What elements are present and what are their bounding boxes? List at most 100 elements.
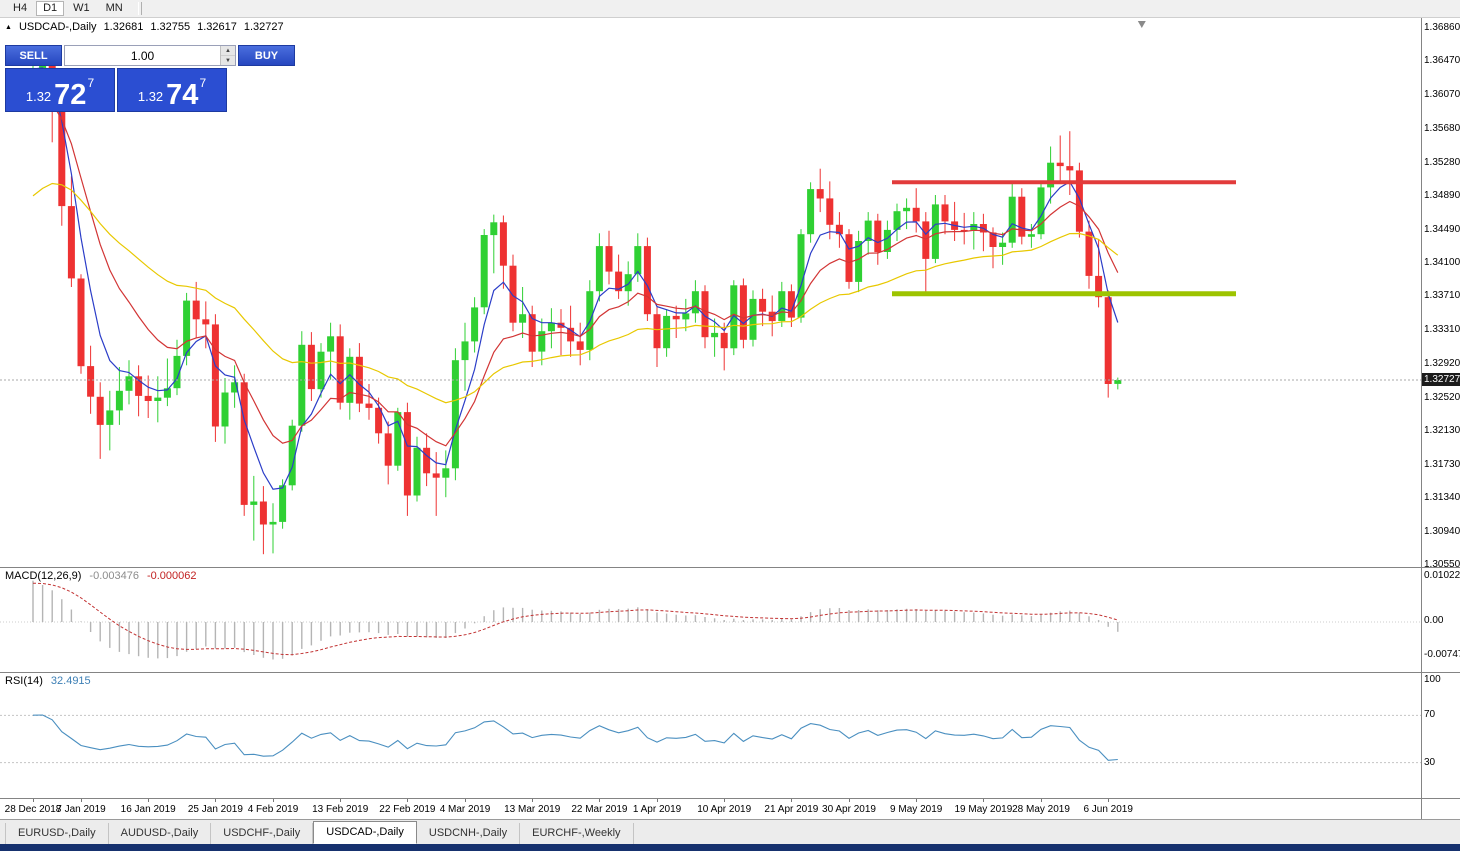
volume-input[interactable] <box>65 46 220 65</box>
tab-eurusd-daily[interactable]: EURUSD-,Daily <box>5 823 109 844</box>
macd-indicator-pane[interactable]: MACD(12,26,9) -0.003476 -0.000062 <box>0 568 1421 673</box>
axis-label: 1.33310 <box>1424 324 1460 336</box>
axis-label: 1.36070 <box>1424 89 1460 101</box>
time-axis-label: 13 Feb 2019 <box>312 804 369 815</box>
time-axis-tick <box>407 799 409 802</box>
axis-label: 1.36860 <box>1424 22 1460 34</box>
volume-decrease-button[interactable]: ▼ <box>221 56 235 65</box>
axis-label: 1.30940 <box>1424 526 1460 538</box>
timeframe-mn-button[interactable]: MN <box>99 1 130 16</box>
time-axis-tick <box>215 799 217 802</box>
axis-label: 30 <box>1424 757 1436 768</box>
tab-usdchf-daily[interactable]: USDCHF-,Daily <box>211 823 314 844</box>
time-axis-tick <box>724 799 726 802</box>
time-axis-tick <box>791 799 793 802</box>
axis-label: 1.32520 <box>1424 391 1460 403</box>
macd-header: MACD(12,26,9) -0.003476 -0.000062 <box>5 570 197 582</box>
timeframe-h4-button[interactable]: H4 <box>6 1 34 16</box>
time-axis-tick <box>849 799 850 802</box>
time-axis-tick <box>273 799 274 802</box>
tab-usdcad-daily[interactable]: USDCAD-,Daily <box>313 821 417 844</box>
time-axis-label: 28 May 2019 <box>1012 804 1070 815</box>
axis-label: 100 <box>1424 674 1441 685</box>
chart-title: ▲ USDCAD-,Daily 1.32681 1.32755 1.32617 … <box>5 21 284 33</box>
axis-label: 1.30550 <box>1424 559 1460 571</box>
time-axis-tick <box>33 799 34 802</box>
macd-axis[interactable]: 0.010229 0.00 -0.00747 <box>1422 568 1460 673</box>
time-axis-label: 25 Jan 2019 <box>187 804 243 815</box>
rsi-header: RSI(14) 32.4915 <box>5 675 91 687</box>
buy-price-tile[interactable]: 1.32 74 7 <box>117 68 227 112</box>
macd-signal-value: -0.000062 <box>146 570 197 582</box>
ohlc-low: 1.32617 <box>197 21 237 33</box>
price-chart-canvas[interactable] <box>0 18 1421 567</box>
sell-price-pips: 72 <box>54 79 87 112</box>
axis-label: 1.31340 <box>1424 492 1460 504</box>
rsi-value: 32.4915 <box>50 675 91 687</box>
time-axis-label: 21 Apr 2019 <box>764 804 819 815</box>
axis-label: 1.32920 <box>1424 357 1460 369</box>
time-axis-tick <box>1041 799 1042 802</box>
time-axis-label: 9 May 2019 <box>890 804 943 815</box>
timeframe-d1-button[interactable]: D1 <box>36 1 65 16</box>
axis-label: 1.35280 <box>1424 156 1460 168</box>
time-axis-label: 1 Apr 2019 <box>632 804 682 815</box>
rsi-canvas[interactable] <box>0 673 1421 798</box>
rsi-indicator-pane[interactable]: RSI(14) 32.4915 <box>0 673 1421 799</box>
axis-label: 1.32130 <box>1424 424 1460 436</box>
macd-main-value: -0.003476 <box>89 570 139 582</box>
time-axis-tick <box>916 799 918 802</box>
ohlc-close: 1.32727 <box>243 21 284 33</box>
volume-spinner: ▲ ▼ <box>220 46 235 65</box>
macd-canvas[interactable] <box>0 568 1421 672</box>
axis-label: 1.34490 <box>1424 223 1460 235</box>
axis-label: 1.36470 <box>1424 55 1460 67</box>
price-axis-main[interactable]: 1.32727 1.36860 1.36470 1.36070 1.35680 1.35… <box>1422 18 1460 571</box>
time-axis-label: 30 Apr 2019 <box>822 804 876 815</box>
time-axis-tick <box>657 799 658 802</box>
axis-label: -0.00747 <box>1424 649 1460 660</box>
time-axis-tick <box>532 799 534 802</box>
time-axis-label: 22 Mar 2019 <box>571 804 628 815</box>
axis-label: 0.00 <box>1424 615 1444 626</box>
time-axis-label: 4 Mar 2019 <box>439 804 491 815</box>
timeframe-w1-button[interactable]: W1 <box>66 1 97 16</box>
rsi-axis[interactable]: 100 70 30 <box>1422 673 1460 799</box>
time-axis-label: 28 Dec 2018 <box>4 804 62 815</box>
ohlc-high: 1.32755 <box>150 21 191 33</box>
toolbar-separator <box>137 2 142 15</box>
price-axis[interactable]: 1.32727 1.36860 1.36470 1.36070 1.35680 1.35… <box>1421 18 1460 819</box>
axis-label: 1.35680 <box>1424 122 1460 134</box>
time-axis-label: 7 Jan 2019 <box>56 804 106 815</box>
chart-tab-bar: EURUSD-,Daily AUDUSD-,Daily USDCHF-,Dail… <box>0 819 1460 844</box>
price-chart-pane[interactable]: ▲ USDCAD-,Daily 1.32681 1.32755 1.32617 … <box>0 18 1421 568</box>
axis-label: 1.34890 <box>1424 189 1460 201</box>
time-axis-label: 19 May 2019 <box>954 804 1013 815</box>
axis-label: 70 <box>1424 709 1436 720</box>
tab-audusd-daily[interactable]: AUDUSD-,Daily <box>109 823 212 844</box>
time-axis-tick <box>983 799 985 802</box>
buy-price-point: 7 <box>199 76 207 90</box>
time-axis-label: 10 Apr 2019 <box>697 804 752 815</box>
time-axis-label: 22 Feb 2019 <box>379 804 436 815</box>
time-axis-tick <box>81 799 82 802</box>
period-toolbar: H4 D1 W1 MN <box>0 0 1460 18</box>
axis-label: 0.010229 <box>1424 570 1460 581</box>
time-axis-tick <box>148 799 150 802</box>
volume-increase-button[interactable]: ▲ <box>221 46 235 56</box>
time-axis-tick <box>465 799 466 802</box>
tab-eurchf-weekly[interactable]: EURCHF-,Weekly <box>520 823 634 844</box>
collapse-triangle-icon: ▲ <box>5 23 12 31</box>
time-axis[interactable]: 28 Dec 2018 7 Jan 2019 16 Jan 2019 25 Jan 2… <box>0 799 1421 819</box>
time-axis-label: 6 Jun 2019 <box>1083 804 1133 815</box>
taskbar-strip <box>0 844 1460 851</box>
tab-usdcnh-daily[interactable]: USDCNH-,Daily <box>417 823 521 844</box>
ohlc-open: 1.32681 <box>103 21 144 33</box>
buy-button[interactable]: BUY <box>238 45 295 66</box>
time-axis-tick <box>1108 799 1110 802</box>
sell-button[interactable]: SELL <box>5 45 62 66</box>
axis-label: 1.33710 <box>1424 290 1460 302</box>
time-axis-tick <box>340 799 342 802</box>
sell-price-tile[interactable]: 1.32 72 7 <box>5 68 115 112</box>
rsi-label: RSI(14) <box>5 675 43 687</box>
